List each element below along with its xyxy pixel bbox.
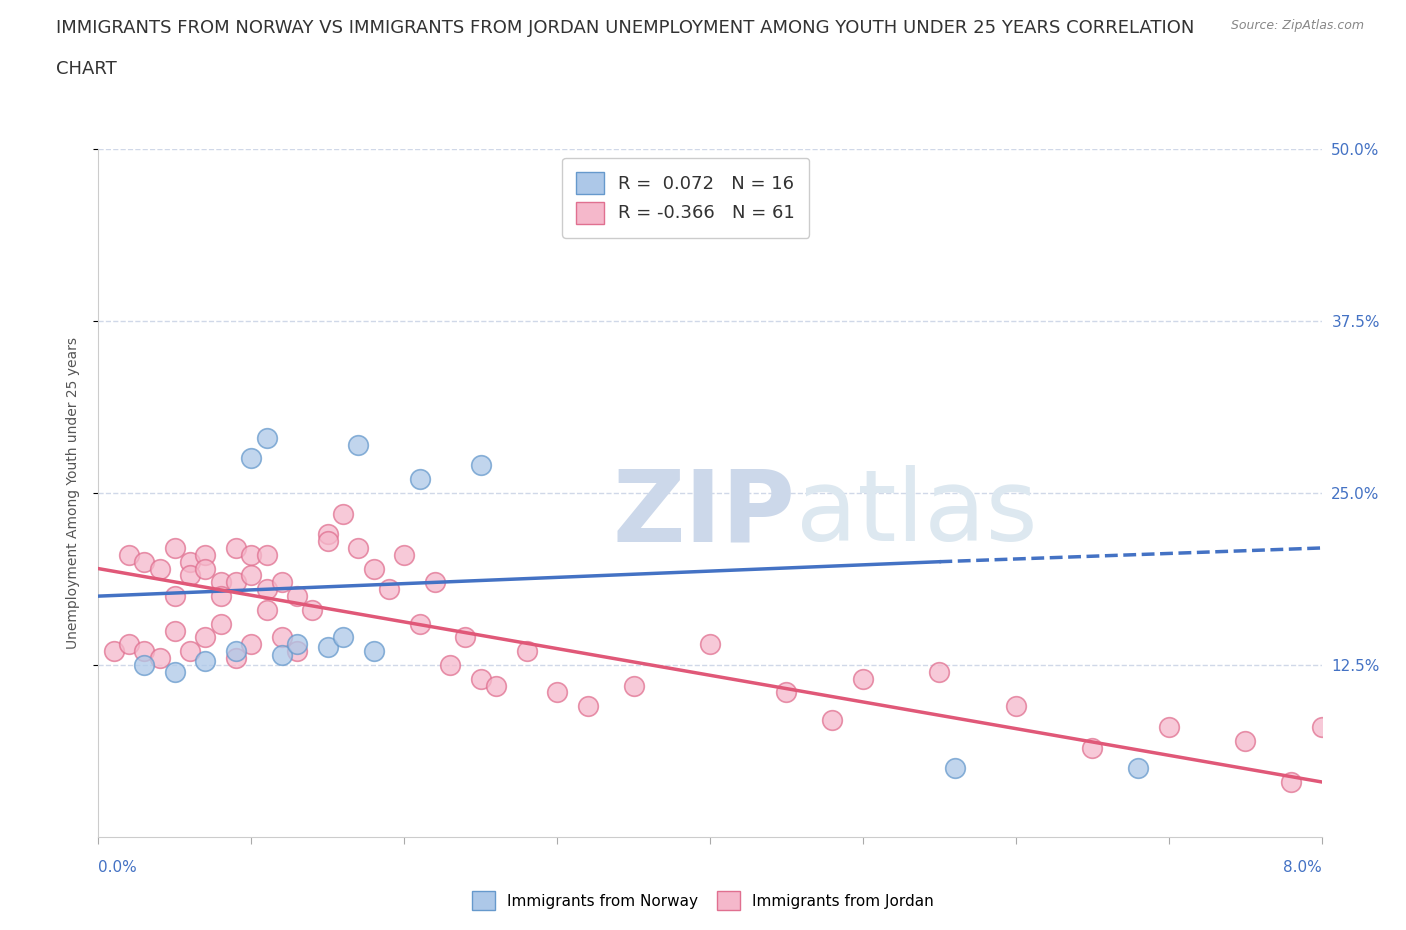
Point bbox=[576, 698, 599, 713]
Point bbox=[943, 761, 966, 776]
Text: ZIP: ZIP bbox=[612, 465, 794, 562]
Point bbox=[285, 637, 308, 652]
Text: 8.0%: 8.0% bbox=[1282, 860, 1322, 875]
Text: Source: ZipAtlas.com: Source: ZipAtlas.com bbox=[1230, 19, 1364, 32]
Point bbox=[285, 589, 308, 604]
Point bbox=[134, 658, 156, 672]
Point bbox=[225, 540, 247, 555]
Point bbox=[392, 548, 416, 563]
Point bbox=[209, 575, 232, 590]
Point bbox=[546, 685, 568, 700]
Legend: Immigrants from Norway, Immigrants from Jordan: Immigrants from Norway, Immigrants from … bbox=[464, 884, 942, 918]
Point bbox=[256, 548, 278, 563]
Point bbox=[1234, 733, 1257, 748]
Point bbox=[270, 648, 294, 663]
Point bbox=[179, 554, 201, 569]
Point bbox=[209, 617, 232, 631]
Point bbox=[134, 644, 156, 658]
Point bbox=[423, 575, 446, 590]
Point bbox=[209, 589, 232, 604]
Point bbox=[316, 640, 339, 655]
Point bbox=[149, 651, 172, 666]
Text: CHART: CHART bbox=[56, 60, 117, 78]
Point bbox=[149, 561, 172, 576]
Point bbox=[439, 658, 461, 672]
Point bbox=[470, 458, 492, 472]
Point bbox=[347, 437, 370, 452]
Point bbox=[454, 630, 477, 644]
Point bbox=[378, 582, 401, 597]
Point bbox=[852, 671, 875, 686]
Point bbox=[240, 451, 263, 466]
Text: 0.0%: 0.0% bbox=[98, 860, 138, 875]
Point bbox=[194, 654, 217, 669]
Point bbox=[240, 568, 263, 583]
Point bbox=[285, 644, 308, 658]
Point bbox=[623, 678, 645, 693]
Point bbox=[163, 623, 186, 638]
Point bbox=[821, 712, 844, 727]
Point bbox=[515, 644, 537, 658]
Point bbox=[194, 630, 217, 644]
Point bbox=[256, 582, 278, 597]
Point bbox=[225, 651, 247, 666]
Point bbox=[194, 548, 217, 563]
Point bbox=[470, 671, 492, 686]
Y-axis label: Unemployment Among Youth under 25 years: Unemployment Among Youth under 25 years bbox=[66, 337, 80, 649]
Point bbox=[118, 637, 141, 652]
Point bbox=[347, 540, 370, 555]
Point bbox=[1279, 775, 1302, 790]
Text: IMMIGRANTS FROM NORWAY VS IMMIGRANTS FROM JORDAN UNEMPLOYMENT AMONG YOUTH UNDER : IMMIGRANTS FROM NORWAY VS IMMIGRANTS FRO… bbox=[56, 19, 1195, 36]
Point bbox=[408, 472, 430, 486]
Point bbox=[270, 630, 294, 644]
Point bbox=[194, 561, 217, 576]
Point bbox=[118, 548, 141, 563]
Text: atlas: atlas bbox=[796, 465, 1038, 562]
Point bbox=[134, 554, 156, 569]
Legend: R =  0.072   N = 16, R = -0.366   N = 61: R = 0.072 N = 16, R = -0.366 N = 61 bbox=[562, 158, 808, 238]
Point bbox=[485, 678, 508, 693]
Point bbox=[179, 644, 201, 658]
Point bbox=[225, 644, 247, 658]
Point bbox=[928, 664, 950, 679]
Point bbox=[332, 506, 354, 521]
Point bbox=[316, 526, 339, 541]
Point bbox=[332, 630, 354, 644]
Point bbox=[256, 431, 278, 445]
Point bbox=[179, 568, 201, 583]
Point bbox=[240, 548, 263, 563]
Point bbox=[363, 561, 385, 576]
Point bbox=[301, 603, 323, 618]
Point bbox=[1128, 761, 1150, 776]
Point bbox=[316, 534, 339, 549]
Point bbox=[1157, 720, 1180, 735]
Point bbox=[1081, 740, 1104, 755]
Point bbox=[163, 589, 186, 604]
Point bbox=[225, 575, 247, 590]
Point bbox=[363, 644, 385, 658]
Point bbox=[256, 603, 278, 618]
Point bbox=[408, 617, 430, 631]
Point bbox=[1310, 720, 1333, 735]
Point bbox=[240, 637, 263, 652]
Point bbox=[270, 575, 294, 590]
Point bbox=[1004, 698, 1026, 713]
Point bbox=[163, 540, 186, 555]
Point bbox=[103, 644, 125, 658]
Point bbox=[163, 664, 186, 679]
Point bbox=[775, 685, 797, 700]
Point bbox=[699, 637, 721, 652]
